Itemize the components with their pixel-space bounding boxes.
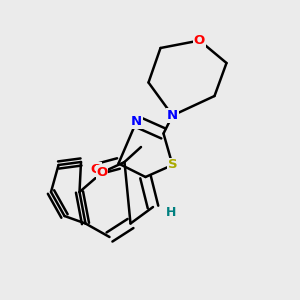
Text: O: O — [194, 34, 205, 47]
Text: N: N — [131, 115, 142, 128]
Text: N: N — [131, 115, 142, 128]
Text: O: O — [90, 163, 102, 176]
Text: O: O — [96, 166, 108, 179]
Text: O: O — [194, 34, 205, 47]
Text: N: N — [167, 109, 178, 122]
Text: H: H — [166, 206, 176, 220]
Text: O: O — [96, 166, 108, 179]
Text: S: S — [168, 158, 177, 172]
Text: O: O — [90, 163, 102, 176]
Text: S: S — [168, 158, 177, 172]
Text: H: H — [166, 206, 176, 220]
